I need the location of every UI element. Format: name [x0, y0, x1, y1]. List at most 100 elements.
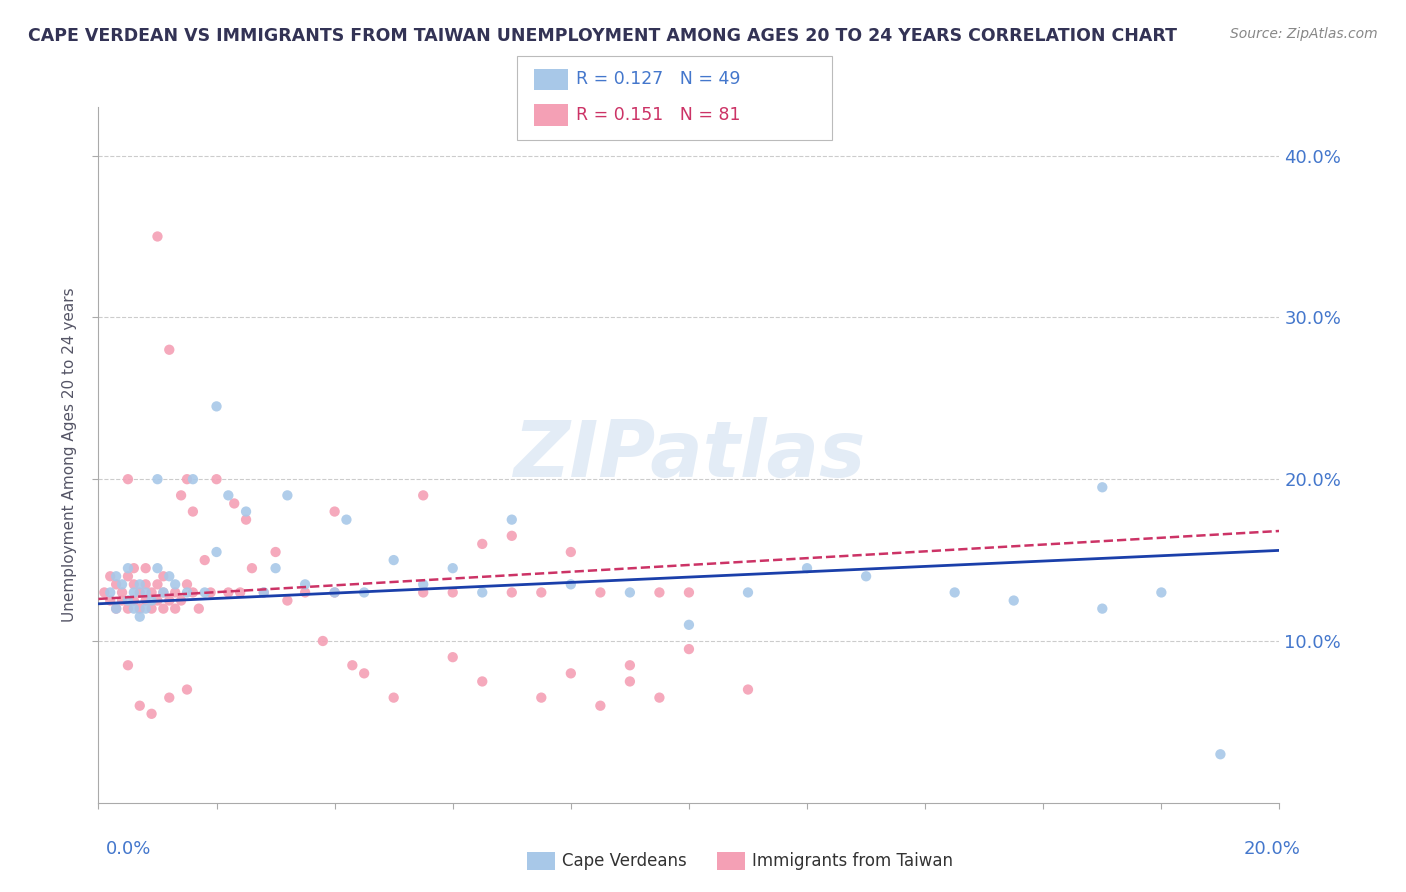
Point	[128, 609, 150, 624]
Point	[98, 593, 121, 607]
Point	[737, 682, 759, 697]
Point	[146, 577, 169, 591]
Point	[157, 343, 180, 357]
Point	[122, 601, 145, 615]
Point	[530, 585, 553, 599]
Point	[855, 569, 877, 583]
Point	[157, 569, 180, 583]
Text: ZIPatlas: ZIPatlas	[513, 417, 865, 493]
Point	[105, 601, 128, 615]
Point	[353, 666, 375, 681]
Point	[194, 585, 217, 599]
Point	[353, 585, 375, 599]
Point	[1150, 585, 1173, 599]
Point	[111, 585, 134, 599]
Point	[135, 601, 157, 615]
Point	[141, 706, 163, 721]
Point	[128, 585, 150, 599]
Point	[117, 561, 139, 575]
Point	[217, 488, 239, 502]
Text: Source: ZipAtlas.com: Source: ZipAtlas.com	[1230, 27, 1378, 41]
Point	[382, 553, 405, 567]
Text: R = 0.151   N = 81: R = 0.151 N = 81	[576, 106, 741, 124]
Point	[157, 593, 180, 607]
Point	[170, 488, 193, 502]
Point	[276, 488, 298, 502]
Point	[276, 593, 298, 607]
Point	[117, 593, 139, 607]
Point	[152, 569, 174, 583]
Point	[152, 585, 174, 599]
Point	[105, 577, 128, 591]
Point	[382, 690, 405, 705]
Point	[135, 585, 157, 599]
Point	[135, 593, 157, 607]
Point	[170, 593, 193, 607]
Point	[253, 585, 276, 599]
Point	[176, 577, 198, 591]
Point	[141, 585, 163, 599]
Point	[323, 504, 346, 518]
Point	[128, 698, 150, 713]
Point	[1091, 601, 1114, 615]
Point	[342, 658, 364, 673]
Point	[128, 601, 150, 615]
Point	[200, 585, 222, 599]
Point	[501, 585, 523, 599]
Y-axis label: Unemployment Among Ages 20 to 24 years: Unemployment Among Ages 20 to 24 years	[62, 287, 77, 623]
Point	[678, 585, 700, 599]
Point	[560, 666, 582, 681]
Point	[412, 585, 434, 599]
Point	[471, 674, 494, 689]
Text: Immigrants from Taiwan: Immigrants from Taiwan	[752, 852, 953, 870]
Point	[294, 577, 316, 591]
Point	[122, 593, 145, 607]
Text: R = 0.127   N = 49: R = 0.127 N = 49	[576, 70, 741, 88]
Point	[181, 472, 204, 486]
Point	[1209, 747, 1232, 762]
Point	[471, 585, 494, 599]
Point	[678, 642, 700, 657]
Point	[105, 601, 128, 615]
Point	[294, 585, 316, 599]
Point	[122, 577, 145, 591]
Point	[264, 561, 287, 575]
Point	[412, 577, 434, 591]
Point	[312, 634, 335, 648]
Point	[240, 561, 263, 575]
Point	[205, 545, 228, 559]
Point	[141, 601, 163, 615]
Point	[323, 585, 346, 599]
Point	[93, 585, 115, 599]
Point	[176, 682, 198, 697]
Text: Cape Verdeans: Cape Verdeans	[562, 852, 688, 870]
Point	[589, 585, 612, 599]
Point	[146, 229, 169, 244]
Point	[217, 585, 239, 599]
Point	[560, 577, 582, 591]
Point	[619, 674, 641, 689]
Point	[943, 585, 966, 599]
Point	[560, 545, 582, 559]
Point	[165, 577, 187, 591]
Point	[796, 561, 818, 575]
Point	[205, 400, 228, 414]
Point	[323, 585, 346, 599]
Point	[264, 545, 287, 559]
Text: 0.0%: 0.0%	[105, 840, 150, 858]
Point	[176, 472, 198, 486]
Point	[530, 690, 553, 705]
Point	[176, 585, 198, 599]
Text: CAPE VERDEAN VS IMMIGRANTS FROM TAIWAN UNEMPLOYMENT AMONG AGES 20 TO 24 YEARS CO: CAPE VERDEAN VS IMMIGRANTS FROM TAIWAN U…	[28, 27, 1177, 45]
Point	[648, 585, 671, 599]
Point	[117, 658, 139, 673]
Point	[187, 601, 209, 615]
Point	[441, 585, 464, 599]
Point	[152, 585, 174, 599]
Point	[1002, 593, 1025, 607]
Point	[619, 585, 641, 599]
Point	[117, 601, 139, 615]
Point	[146, 472, 169, 486]
Point	[205, 472, 228, 486]
Point	[135, 577, 157, 591]
